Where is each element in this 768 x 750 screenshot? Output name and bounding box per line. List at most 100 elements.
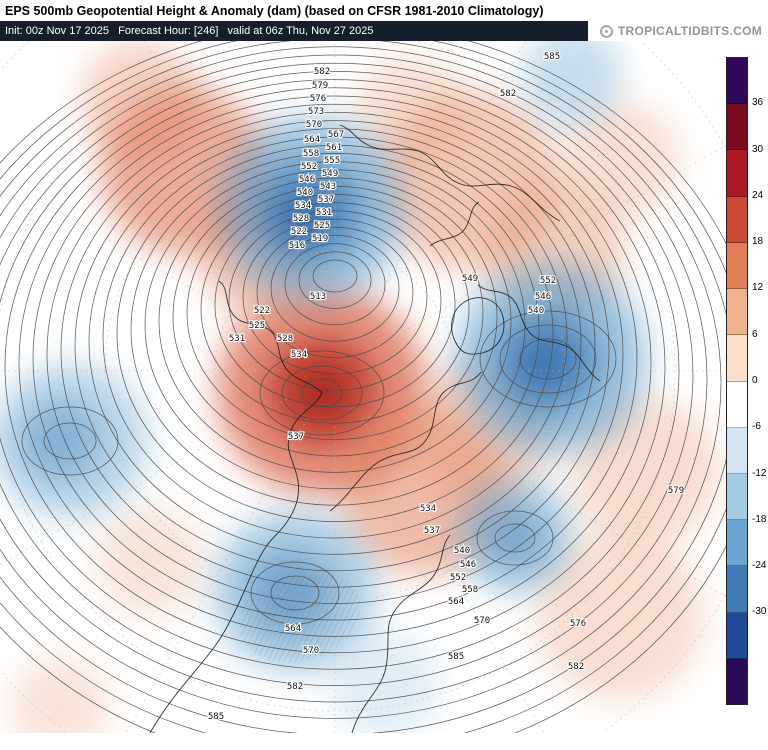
contour-label: 516	[289, 241, 305, 251]
contour-label: 573	[308, 107, 324, 117]
contour-label: 582	[314, 67, 330, 77]
contour-label: 546	[299, 175, 315, 185]
contour-label: 585	[448, 652, 464, 662]
contour-label: 537	[424, 526, 440, 536]
anomaly-blob	[95, 506, 205, 616]
colorbar-segment	[727, 242, 747, 290]
coastline-hudson-bay	[329, 371, 482, 512]
contour-label: 564	[448, 597, 464, 607]
contour-label: 570	[303, 646, 319, 656]
coastline-alaska-bering	[218, 280, 323, 394]
colorbar-ticks: 36 30 24 18 12 6 0 -6 -12 -18 -24 -30	[726, 57, 768, 705]
contour-label: 552	[540, 276, 556, 286]
contour-label: 564	[285, 624, 301, 634]
contour-label: 531	[229, 334, 245, 344]
coastline-greenland	[451, 297, 505, 355]
contour-label: 528	[277, 334, 293, 344]
contour-label: 543	[320, 182, 336, 192]
coastline-eurasia-north	[339, 124, 561, 222]
colorbar-tick-label: 18	[752, 236, 764, 248]
colorbar-segment	[727, 104, 747, 151]
colorbar-tick-label: 30	[752, 143, 764, 155]
colorbar-segment	[727, 196, 747, 243]
contour-label: 558	[303, 149, 319, 159]
contour-label: 534	[420, 504, 436, 514]
latlon-grid	[0, 41, 728, 733]
colorbar-segments	[726, 57, 748, 705]
contour-label: 555	[324, 156, 340, 166]
contour-label: 537	[318, 195, 334, 205]
contour-label: 534	[291, 350, 307, 360]
map-area: 585 582 582 579 576 573 570 567 564 561 558 555 552 5…	[0, 41, 728, 733]
contour-label: 540	[297, 188, 313, 198]
anomaly-blob	[560, 101, 680, 221]
init-forecast-valid-text: Init: 00z Nov 17 2025 Forecast Hour: [24…	[0, 21, 588, 41]
contour-label: 570	[306, 120, 322, 130]
contour-label: 540	[528, 306, 544, 316]
colorbar-tick-label: 12	[752, 282, 764, 294]
anomaly-blob	[330, 631, 440, 733]
contour-label: 540	[454, 546, 470, 556]
colorbar-tick-label: -18	[752, 513, 767, 525]
contour-label: 579	[312, 81, 328, 91]
height-contours	[0, 41, 728, 733]
colorbar-tick-label: -6	[752, 421, 761, 433]
contour-label: 534	[295, 201, 311, 211]
colorbar-segment	[727, 289, 747, 336]
contour-label: 549	[462, 274, 478, 284]
contour-label: 567	[328, 130, 344, 140]
contour-label: 576	[570, 619, 586, 629]
contour-label: 546	[535, 292, 551, 302]
coastline-us-east	[351, 534, 451, 733]
watermark-text: TROPICALTIDBITS.COM	[617, 24, 762, 38]
colorbar-segment	[727, 520, 747, 567]
anomaly-blob	[535, 531, 705, 701]
contour-label: 519	[312, 234, 328, 244]
contour-label: 546	[460, 560, 476, 570]
coastline-scandinavia	[429, 201, 480, 247]
colorbar-segment	[727, 381, 747, 428]
coastline-east-asia	[477, 284, 601, 382]
colorbar-tick-label: 0	[752, 375, 758, 386]
contour-label: 525	[249, 321, 265, 331]
contour-label: 579	[668, 486, 684, 496]
contour-label: 582	[287, 682, 303, 692]
contour-label: 558	[462, 585, 478, 595]
colorbar-segment	[727, 58, 747, 105]
contour-label: 522	[254, 306, 270, 316]
contour-label: 585	[208, 712, 224, 722]
contour-label: 576	[310, 94, 326, 104]
colorbar-segment	[727, 473, 747, 521]
colorbar-tick-label: -24	[752, 560, 767, 572]
contour-label: 561	[326, 143, 342, 153]
anomaly-shading	[0, 41, 720, 733]
colorbar-tick-label: 6	[752, 328, 758, 340]
contour-label: 582	[500, 89, 516, 99]
coastline-north-america-west	[149, 392, 323, 733]
colorbar-segment	[727, 427, 747, 474]
tropicaltidbits-logo-icon	[599, 24, 613, 38]
colorbar-tick-label: -30	[752, 606, 767, 618]
colorbar-segment	[727, 566, 747, 613]
contour-label: 552	[301, 162, 317, 172]
anomaly-blob	[485, 508, 545, 568]
map-svg: 5855825825795765735705675645615585555525…	[0, 41, 728, 733]
contour-label: 570	[474, 616, 490, 626]
colorbar-tick-label: 24	[752, 189, 764, 201]
contour-label: 513	[310, 292, 326, 302]
anomaly-blob	[10, 656, 110, 733]
contour-labels: 5855825825795765735705675645615585555525…	[207, 51, 685, 723]
contour-label: 585	[544, 52, 560, 62]
colorbar: 36 30 24 18 12 6 0 -6 -12 -18 -24 -30	[726, 57, 768, 705]
colorbar-segment	[727, 335, 747, 382]
contour-label: 537	[288, 432, 304, 442]
colorbar-segment	[727, 612, 747, 659]
coastlines	[149, 124, 601, 733]
contour-label: 552	[450, 573, 466, 583]
contour-label: 564	[304, 135, 320, 145]
contour-label: 525	[314, 221, 330, 231]
contour-label: 528	[293, 214, 309, 224]
contour-label: 522	[291, 227, 307, 237]
colorbar-tick-label: -12	[752, 467, 767, 479]
